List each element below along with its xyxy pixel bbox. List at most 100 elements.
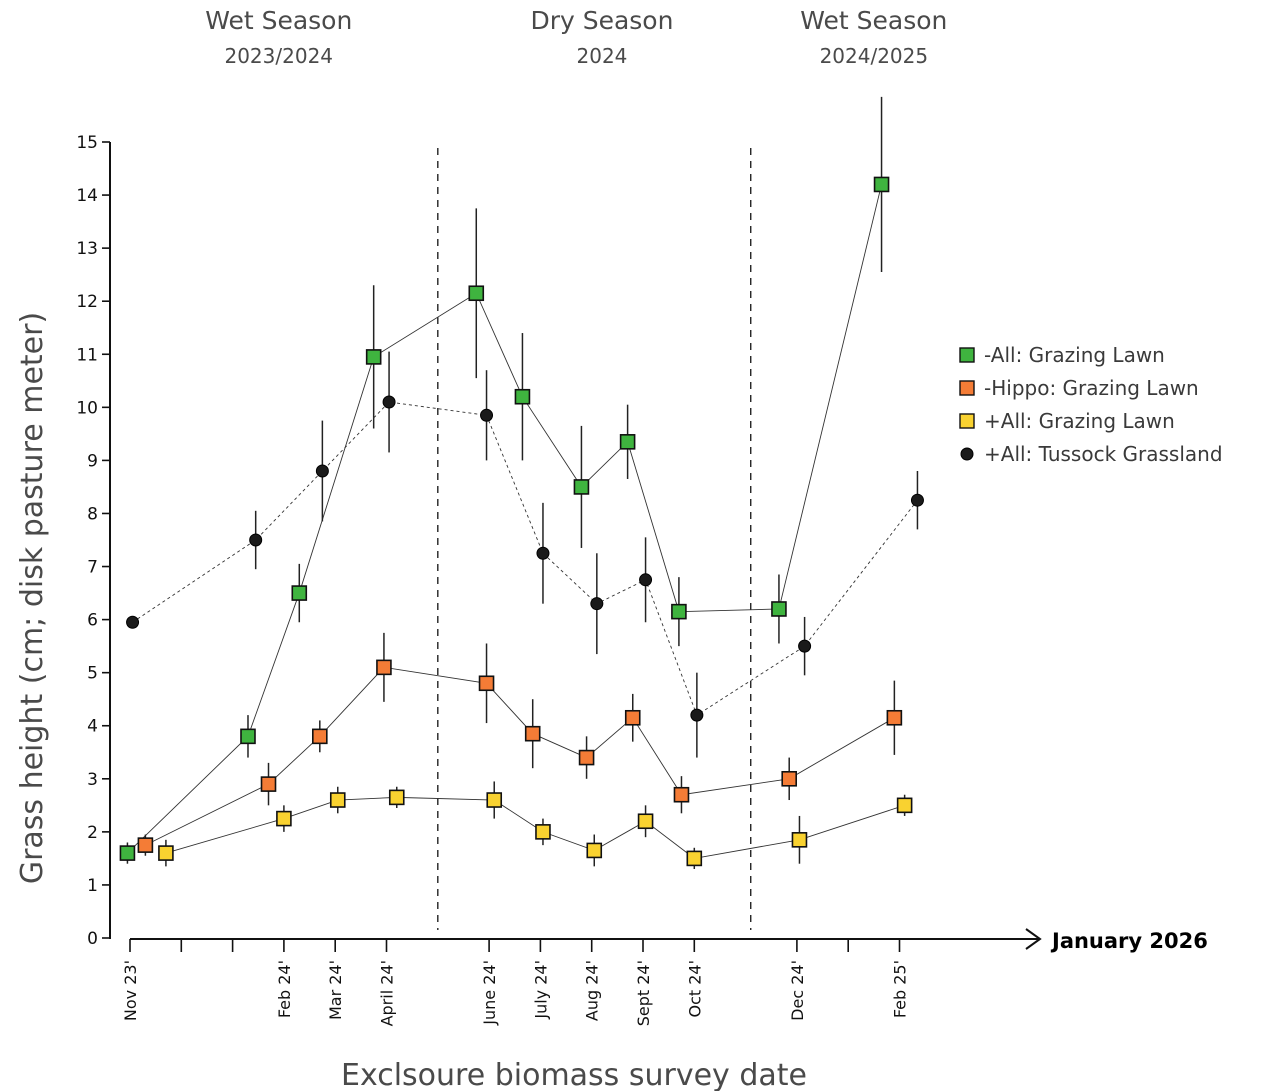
x-tick-label: Aug 24' xyxy=(583,960,602,1021)
data-point-square xyxy=(673,786,690,803)
data-point-square xyxy=(573,479,590,495)
data-point-square xyxy=(578,749,595,766)
x-tick-label: June 24' xyxy=(480,960,499,1026)
legend-label: +All: Tussock Grassland xyxy=(984,442,1223,466)
y-tick-label: 13 xyxy=(76,239,98,259)
y-tick-label: 6 xyxy=(87,611,98,631)
data-point-circle xyxy=(382,395,396,409)
data-point-square xyxy=(312,728,328,745)
x-axis-end-label: January 2026 xyxy=(1050,929,1208,953)
season-headers: Wet Season 2023/2024 Dry Season 2024 Wet Sea… xyxy=(205,6,947,68)
y-tick-label: 4 xyxy=(87,717,98,737)
data-point-square xyxy=(535,824,551,840)
x-tick-label: Sept 24' xyxy=(634,960,653,1026)
y-tick-label: 7 xyxy=(87,558,98,578)
y-tick-label: 10 xyxy=(76,398,98,418)
legend-marker-square xyxy=(959,413,975,429)
legend-marker-square xyxy=(959,380,975,396)
data-point-square xyxy=(276,810,292,827)
data-point-square xyxy=(771,601,787,617)
x-tick-label: Mar 24' xyxy=(326,960,345,1020)
data-point-square xyxy=(329,792,346,808)
data-point-square xyxy=(158,845,174,861)
data-point-circle xyxy=(639,573,653,587)
season-dividers xyxy=(437,148,752,930)
series-0 xyxy=(119,96,890,864)
y-tick-label: 2 xyxy=(87,823,98,843)
x-tick-label: Dec 24' xyxy=(788,960,807,1021)
data-point-circle xyxy=(480,408,494,422)
y-tick-label: 0 xyxy=(87,929,98,949)
data-point-circle xyxy=(249,533,263,547)
legend-label: +All: Grazing Lawn xyxy=(984,409,1175,433)
series-2 xyxy=(158,781,913,870)
data-point-square xyxy=(486,792,503,808)
data-point-square xyxy=(624,709,641,726)
data-point-square xyxy=(291,585,308,601)
x-axis-label: Exclsoure biomass survey date xyxy=(341,1058,807,1091)
data-point-square xyxy=(586,842,603,859)
series-3 xyxy=(126,351,924,758)
y-axis-label: Grass height (cm; disk pasture meter) xyxy=(15,312,50,884)
series-1 xyxy=(137,632,903,856)
data-point-square xyxy=(240,728,256,745)
data-point-circle xyxy=(315,464,329,478)
y-tick-label: 3 xyxy=(87,770,98,790)
series-line xyxy=(127,184,882,854)
data-point-square xyxy=(686,850,703,867)
data-point-circle xyxy=(798,639,812,653)
data-point-square xyxy=(619,434,636,450)
y-tick-label: 8 xyxy=(87,504,98,524)
data-point-square xyxy=(478,675,495,692)
data-point-square xyxy=(886,709,903,726)
y-tick-label: 15 xyxy=(76,133,98,153)
data-point-square xyxy=(119,845,136,861)
data-point-square xyxy=(671,603,687,620)
data-point-circle xyxy=(536,546,550,560)
data-point-square xyxy=(365,349,382,365)
data-point-circle xyxy=(690,708,704,722)
y-tick-label: 12 xyxy=(76,292,98,312)
x-tick-label: Feb 25' xyxy=(891,960,910,1018)
data-point-square xyxy=(896,797,913,814)
x-axis-arrow-icon xyxy=(1025,928,1042,950)
data-point-square xyxy=(637,813,654,830)
data-point-square xyxy=(781,770,798,787)
season-title: Wet Season xyxy=(800,6,947,35)
x-tick-label: July 24' xyxy=(531,960,550,1020)
data-point-square xyxy=(524,725,541,742)
data-point-square xyxy=(873,176,890,193)
season-years: 2024 xyxy=(577,44,628,68)
data-point-circle xyxy=(590,597,604,611)
data-point-square xyxy=(468,285,485,302)
data-point-square xyxy=(388,789,405,806)
series-line xyxy=(132,401,918,716)
data-point-square xyxy=(137,837,154,853)
legend-label: -All: Grazing Lawn xyxy=(984,343,1165,367)
x-tick-label: Oct 24' xyxy=(685,960,704,1018)
x-tick-label: April 24' xyxy=(378,960,397,1026)
season-title: Wet Season xyxy=(205,6,352,35)
legend-marker-square xyxy=(959,347,975,363)
series-line xyxy=(145,666,895,846)
data-point-square xyxy=(376,659,392,676)
y-tick-label: 5 xyxy=(87,664,98,684)
x-tick-label: Feb 24' xyxy=(275,960,294,1018)
season-years: 2023/2024 xyxy=(224,44,333,68)
legend-marker-circle xyxy=(960,447,974,461)
y-tick-label: 11 xyxy=(76,345,98,365)
legend-label: -Hippo: Grazing Lawn xyxy=(984,376,1199,400)
y-tick-label: 9 xyxy=(87,451,98,471)
season-years: 2024/2025 xyxy=(820,44,929,68)
season-title: Dry Season xyxy=(530,6,673,35)
data-point-square xyxy=(514,388,531,405)
data-point-circle xyxy=(126,615,140,629)
data-point-square xyxy=(260,776,277,792)
y-tick-label: 1 xyxy=(87,876,98,896)
y-tick-label: 14 xyxy=(76,186,98,206)
data-point-square xyxy=(791,832,808,848)
data-series xyxy=(119,96,924,870)
legend: -All: Grazing Lawn -Hippo: Grazing Lawn +A… xyxy=(959,343,1223,466)
